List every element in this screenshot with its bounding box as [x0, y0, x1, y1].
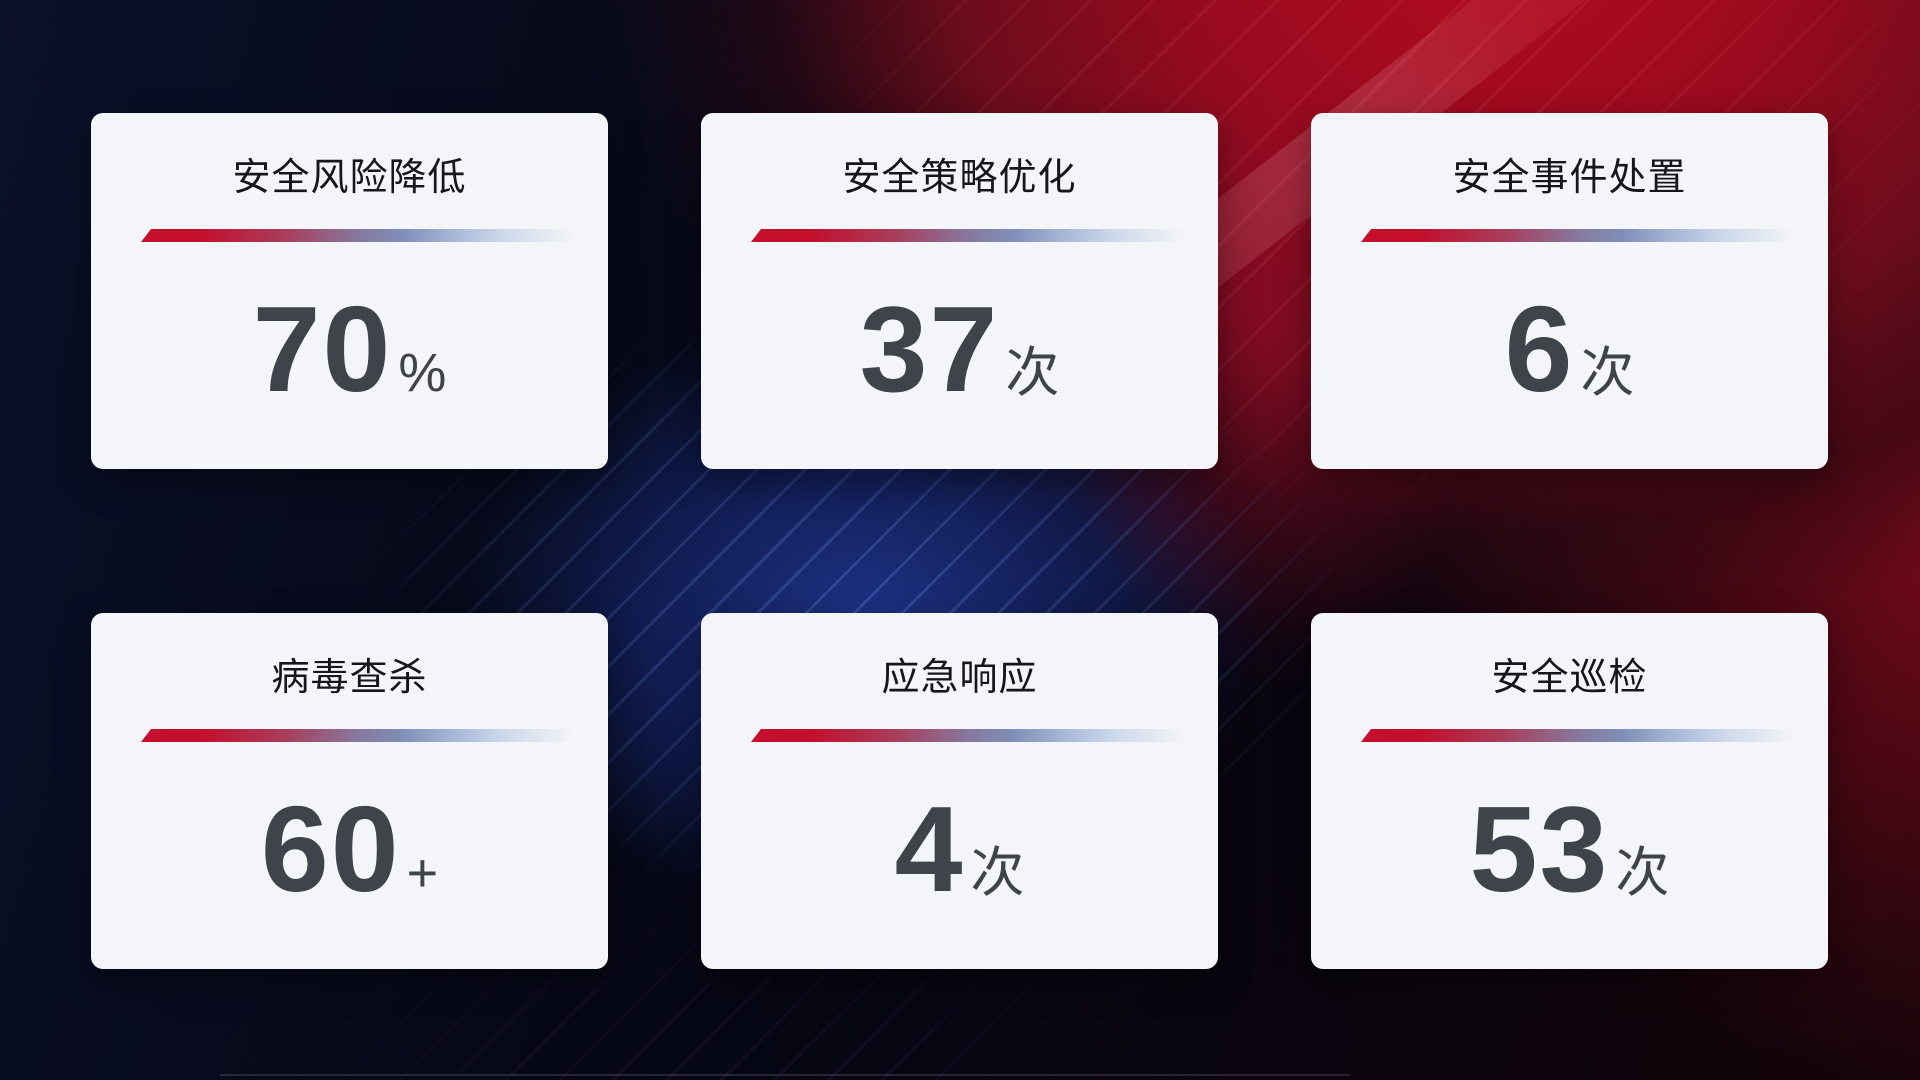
card-value-unit: +	[406, 842, 439, 903]
card-divider	[1361, 729, 1813, 742]
stat-card-incident-handling: 安全事件处置 6 次	[1311, 113, 1828, 469]
card-value-unit: 次	[1580, 342, 1635, 403]
card-value: 4 次	[895, 788, 1025, 910]
card-value-area: 60 +	[91, 742, 608, 969]
stat-card-security-inspection: 安全巡检 53 次	[1311, 613, 1828, 969]
card-value: 60 +	[261, 788, 438, 910]
card-title: 应急响应	[881, 657, 1038, 699]
card-title: 病毒查杀	[271, 657, 428, 699]
card-divider	[751, 729, 1203, 742]
card-divider	[751, 229, 1203, 242]
card-value-number: 6	[1504, 280, 1575, 417]
card-value: 37 次	[860, 288, 1060, 410]
card-value: 53 次	[1470, 788, 1670, 910]
card-divider	[141, 229, 593, 242]
card-divider	[1361, 229, 1813, 242]
card-value-number: 70	[252, 280, 393, 417]
card-value: 70 %	[253, 288, 447, 410]
card-value-area: 6 次	[1311, 242, 1828, 469]
stat-card-policy-optimization: 安全策略优化 37 次	[701, 113, 1218, 469]
card-value-unit: %	[398, 342, 447, 403]
card-value: 6 次	[1505, 288, 1635, 410]
card-title: 安全风险降低	[232, 157, 467, 199]
stat-card-emergency-response: 应急响应 4 次	[701, 613, 1218, 969]
card-value-number: 60	[260, 780, 401, 917]
card-value-number: 4	[894, 780, 965, 917]
stat-cards-grid: 安全风险降低 70 % 安全策略优化 37 次 安全事件处置	[91, 113, 1828, 969]
card-title: 安全巡检	[1491, 657, 1648, 699]
card-value-number: 37	[859, 280, 1000, 417]
card-value-unit: 次	[1005, 342, 1060, 403]
card-value-area: 53 次	[1311, 742, 1828, 969]
card-value-unit: 次	[970, 842, 1025, 903]
card-title: 安全事件处置	[1452, 157, 1687, 199]
card-divider	[141, 729, 593, 742]
bottom-edge-line	[220, 1074, 1350, 1076]
card-value-unit: 次	[1615, 842, 1670, 903]
card-title: 安全策略优化	[842, 157, 1077, 199]
stat-card-risk-reduction: 安全风险降低 70 %	[91, 113, 608, 469]
stat-card-virus-scan: 病毒查杀 60 +	[91, 613, 608, 969]
card-value-area: 4 次	[701, 742, 1218, 969]
card-value-area: 37 次	[701, 242, 1218, 469]
card-value-number: 53	[1469, 780, 1610, 917]
card-value-area: 70 %	[91, 242, 608, 469]
